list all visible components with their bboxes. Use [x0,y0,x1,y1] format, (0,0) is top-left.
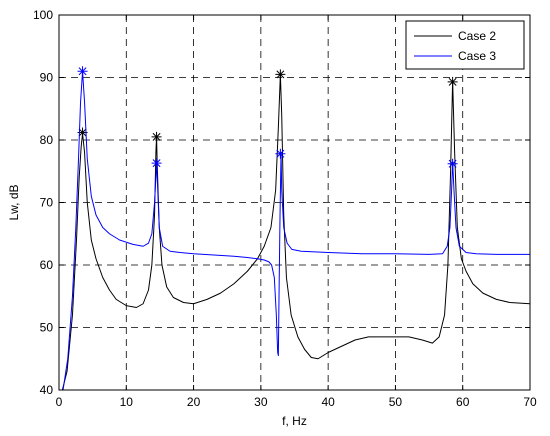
series-case-3 [62,66,530,390]
series-line-case-3 [62,70,530,390]
series-layer [61,66,530,390]
x-tick-label: 10 [120,395,134,409]
y-tick-label: 70 [40,196,54,210]
x-tick-label: 20 [187,395,201,409]
peak-marker-case-3 [77,66,88,77]
x-tick-label: 40 [321,395,335,409]
peak-marker-case-2 [275,69,286,80]
x-tick-label: 30 [254,395,268,409]
x-tick-label: 70 [523,395,537,409]
x-axis: 0 10 20 30 40 50 60 70 [56,15,537,409]
y-axis-label: Lw, dB [7,184,21,220]
peak-marker-case-2 [447,76,458,87]
y-tick-label: 40 [40,383,54,397]
legend: Case 2 Case 3 [405,20,525,70]
x-tick-label: 0 [56,395,63,409]
peak-marker-case-3 [275,148,286,159]
peak-marker-case-3 [151,158,162,169]
series-case-2 [61,69,530,390]
y-tick-label: 50 [40,321,54,335]
legend-box [405,20,525,70]
y-tick-label: 90 [40,71,54,85]
legend-label-case-3: Case 3 [458,49,496,63]
x-axis-label: f, Hz [282,414,307,428]
y-axis: 40 50 60 70 80 90 100 [33,8,530,397]
y-tick-label: 100 [33,8,53,22]
y-tick-label: 80 [40,133,54,147]
legend-label-case-2: Case 2 [458,29,496,43]
x-tick-label: 60 [456,395,470,409]
x-tick-label: 50 [389,395,403,409]
grid [59,15,530,390]
y-tick-label: 60 [40,258,54,272]
peak-marker-case-2 [151,131,162,142]
peak-marker-case-3 [447,158,458,169]
series-line-case-2 [61,73,530,390]
